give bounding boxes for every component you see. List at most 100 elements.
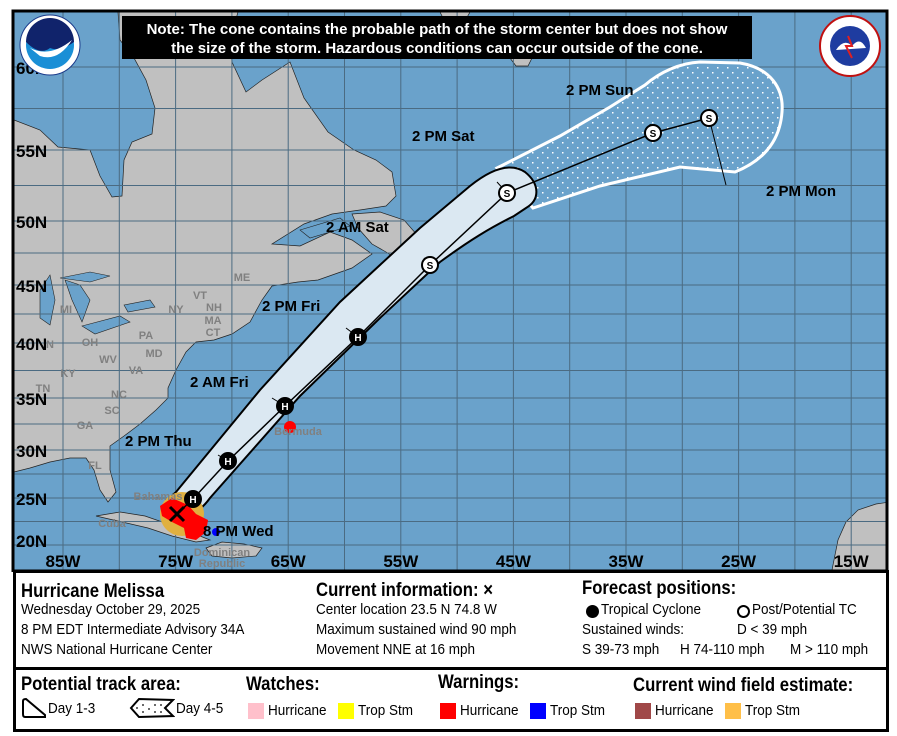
warnings-title: Warnings: [438,672,520,693]
lat-label: 45N [16,277,47,296]
s-wind-class: S 39-73 mph [582,641,660,658]
legend-panel: Potential track area: Day 1-3 Day 4-5 Wa… [13,667,889,732]
forecast-time-label: 8 PM Wed [203,523,274,540]
state-label: FL [88,460,102,472]
state-label: OH [82,337,99,349]
trop-storm-warning [212,528,220,536]
d-wind-class: D < 39 mph [737,621,808,638]
state-label: GA [77,420,94,432]
warn-hurricane-swatch [440,703,456,719]
state-label: VT [193,290,207,302]
note-line-1: Note: The cone contains the probable pat… [147,21,728,38]
state-label: NH [206,302,222,314]
state-label: CT [206,327,221,339]
day4-5-label: Day 4-5 [176,700,224,717]
hispaniola [205,541,263,559]
day1-3-cone-icon [22,697,46,718]
tropical-cyclone-dot-icon [586,605,599,618]
wind-trop-storm-swatch [725,703,741,719]
day1-3-label: Day 1-3 [48,700,96,717]
state-label: MI [60,304,72,316]
wind-trop-storm-label: Trop Stm [745,702,801,719]
storm-info-panel: Hurricane Melissa Wednesday October 29, … [13,570,889,670]
tropical-cyclone-label: Tropical Cyclone [601,601,702,618]
watch-trop-storm-swatch [338,703,354,719]
lon-label: 75W [158,552,194,571]
warn-trop-storm-label: Trop Stm [550,702,606,719]
watch-trop-storm-label: Trop Stm [358,702,414,719]
forecast-point: H 2 PM Thu [125,433,237,470]
state-label: N [46,339,54,351]
lat-label: 30N [16,442,47,461]
state-label: ME [234,272,251,284]
lat-label: 35N [16,390,47,409]
marker-letter: S [504,189,511,200]
lat-label: 50N [16,213,47,232]
lat-label: 55N [16,142,47,161]
forecast-positions-title: Forecast positions: [582,578,737,599]
forecast-time-label: 2 PM Sat [412,128,475,145]
lon-label: 35W [609,552,645,571]
state-label: MD [145,348,162,360]
lat-label: 20N [16,532,47,551]
lon-label: 55W [383,552,419,571]
axis-labels: 60N55N50N45N40N35N30N25N20N85W75W65W55W4… [16,59,870,571]
state-label: MA [204,315,221,327]
m-wind-class: M > 110 mph [790,641,869,658]
noaa-logo [19,14,81,76]
forecast-time-label: 2 PM Sun [566,82,634,99]
max-wind: Maximum sustained wind 90 mph [316,621,517,638]
marker-letter: H [189,495,196,506]
forecast-point: S 2 PM Mon [700,109,836,200]
forecast-point: H 8 PM Wed [184,490,274,540]
great-lakes [39,217,351,335]
lon-label: 25W [721,552,757,571]
marker-letter: S [706,114,713,125]
wind-field-title: Current wind field estimate: [633,675,854,696]
nws-logo [819,15,881,77]
cone-day4-5 [494,60,784,210]
forecast-time-label: 2 AM Sat [326,219,389,236]
forecast-point: H 2 PM Fri [262,298,367,346]
storm-marker-icon [644,124,662,142]
forecast-point: S 2 PM Sun [566,82,662,142]
marker-letter: S [427,261,434,272]
center-location: Center location 23.5 N 74.8 W [316,601,497,618]
movement: Movement NNE at 16 mph [316,641,476,658]
storm-marker-icon [700,109,718,127]
bermuda-hurricane-warning [284,421,296,433]
forecast-point: S 2 AM Sat [326,219,439,274]
lon-label: 45W [496,552,532,571]
wind-hurricane-swatch [635,703,651,719]
place-label: Cuba [98,518,126,530]
watch-hurricane-label: Hurricane [268,702,327,719]
marker-letter: S [650,129,657,140]
wind-hurricane-label: Hurricane [655,702,714,719]
state-label: NC [111,389,127,401]
storm-marker-icon [421,256,439,274]
issuing-center: NWS National Hurricane Center [21,641,213,658]
state-label: SC [104,405,119,417]
place-label: Bahamas [134,491,183,503]
forecast-time-label: 2 PM Mon [766,183,836,200]
storm-marker-icon [498,184,516,202]
warn-trop-storm-swatch [530,703,546,719]
state-label: KY [60,368,76,380]
north-america-land [14,12,397,503]
forecast-point: H 2 AM Fri [190,374,294,415]
current-position-x-icon [168,505,186,523]
hurricane-marker-icon [349,328,367,346]
place-label: Republic [199,558,245,570]
note-box [122,16,752,59]
track-area-title: Potential track area: [21,674,181,695]
day4-5-cone-icon [129,697,175,719]
forecast-time-label: 2 PM Fri [262,298,320,315]
advisory-date: Wednesday October 29, 2025 [21,601,201,618]
forecast-time-label: 2 PM Thu [125,433,192,450]
note-line-2: the size of the storm. Hazardous conditi… [171,40,703,57]
forecast-track: H 8 PM Wed H 2 PM Thu H 2 AM Fri H 2 PM Fri S 2 A… [125,82,836,540]
forecast-point: S 2 PM Sat [412,128,516,202]
lat-label: 40N [16,335,47,354]
